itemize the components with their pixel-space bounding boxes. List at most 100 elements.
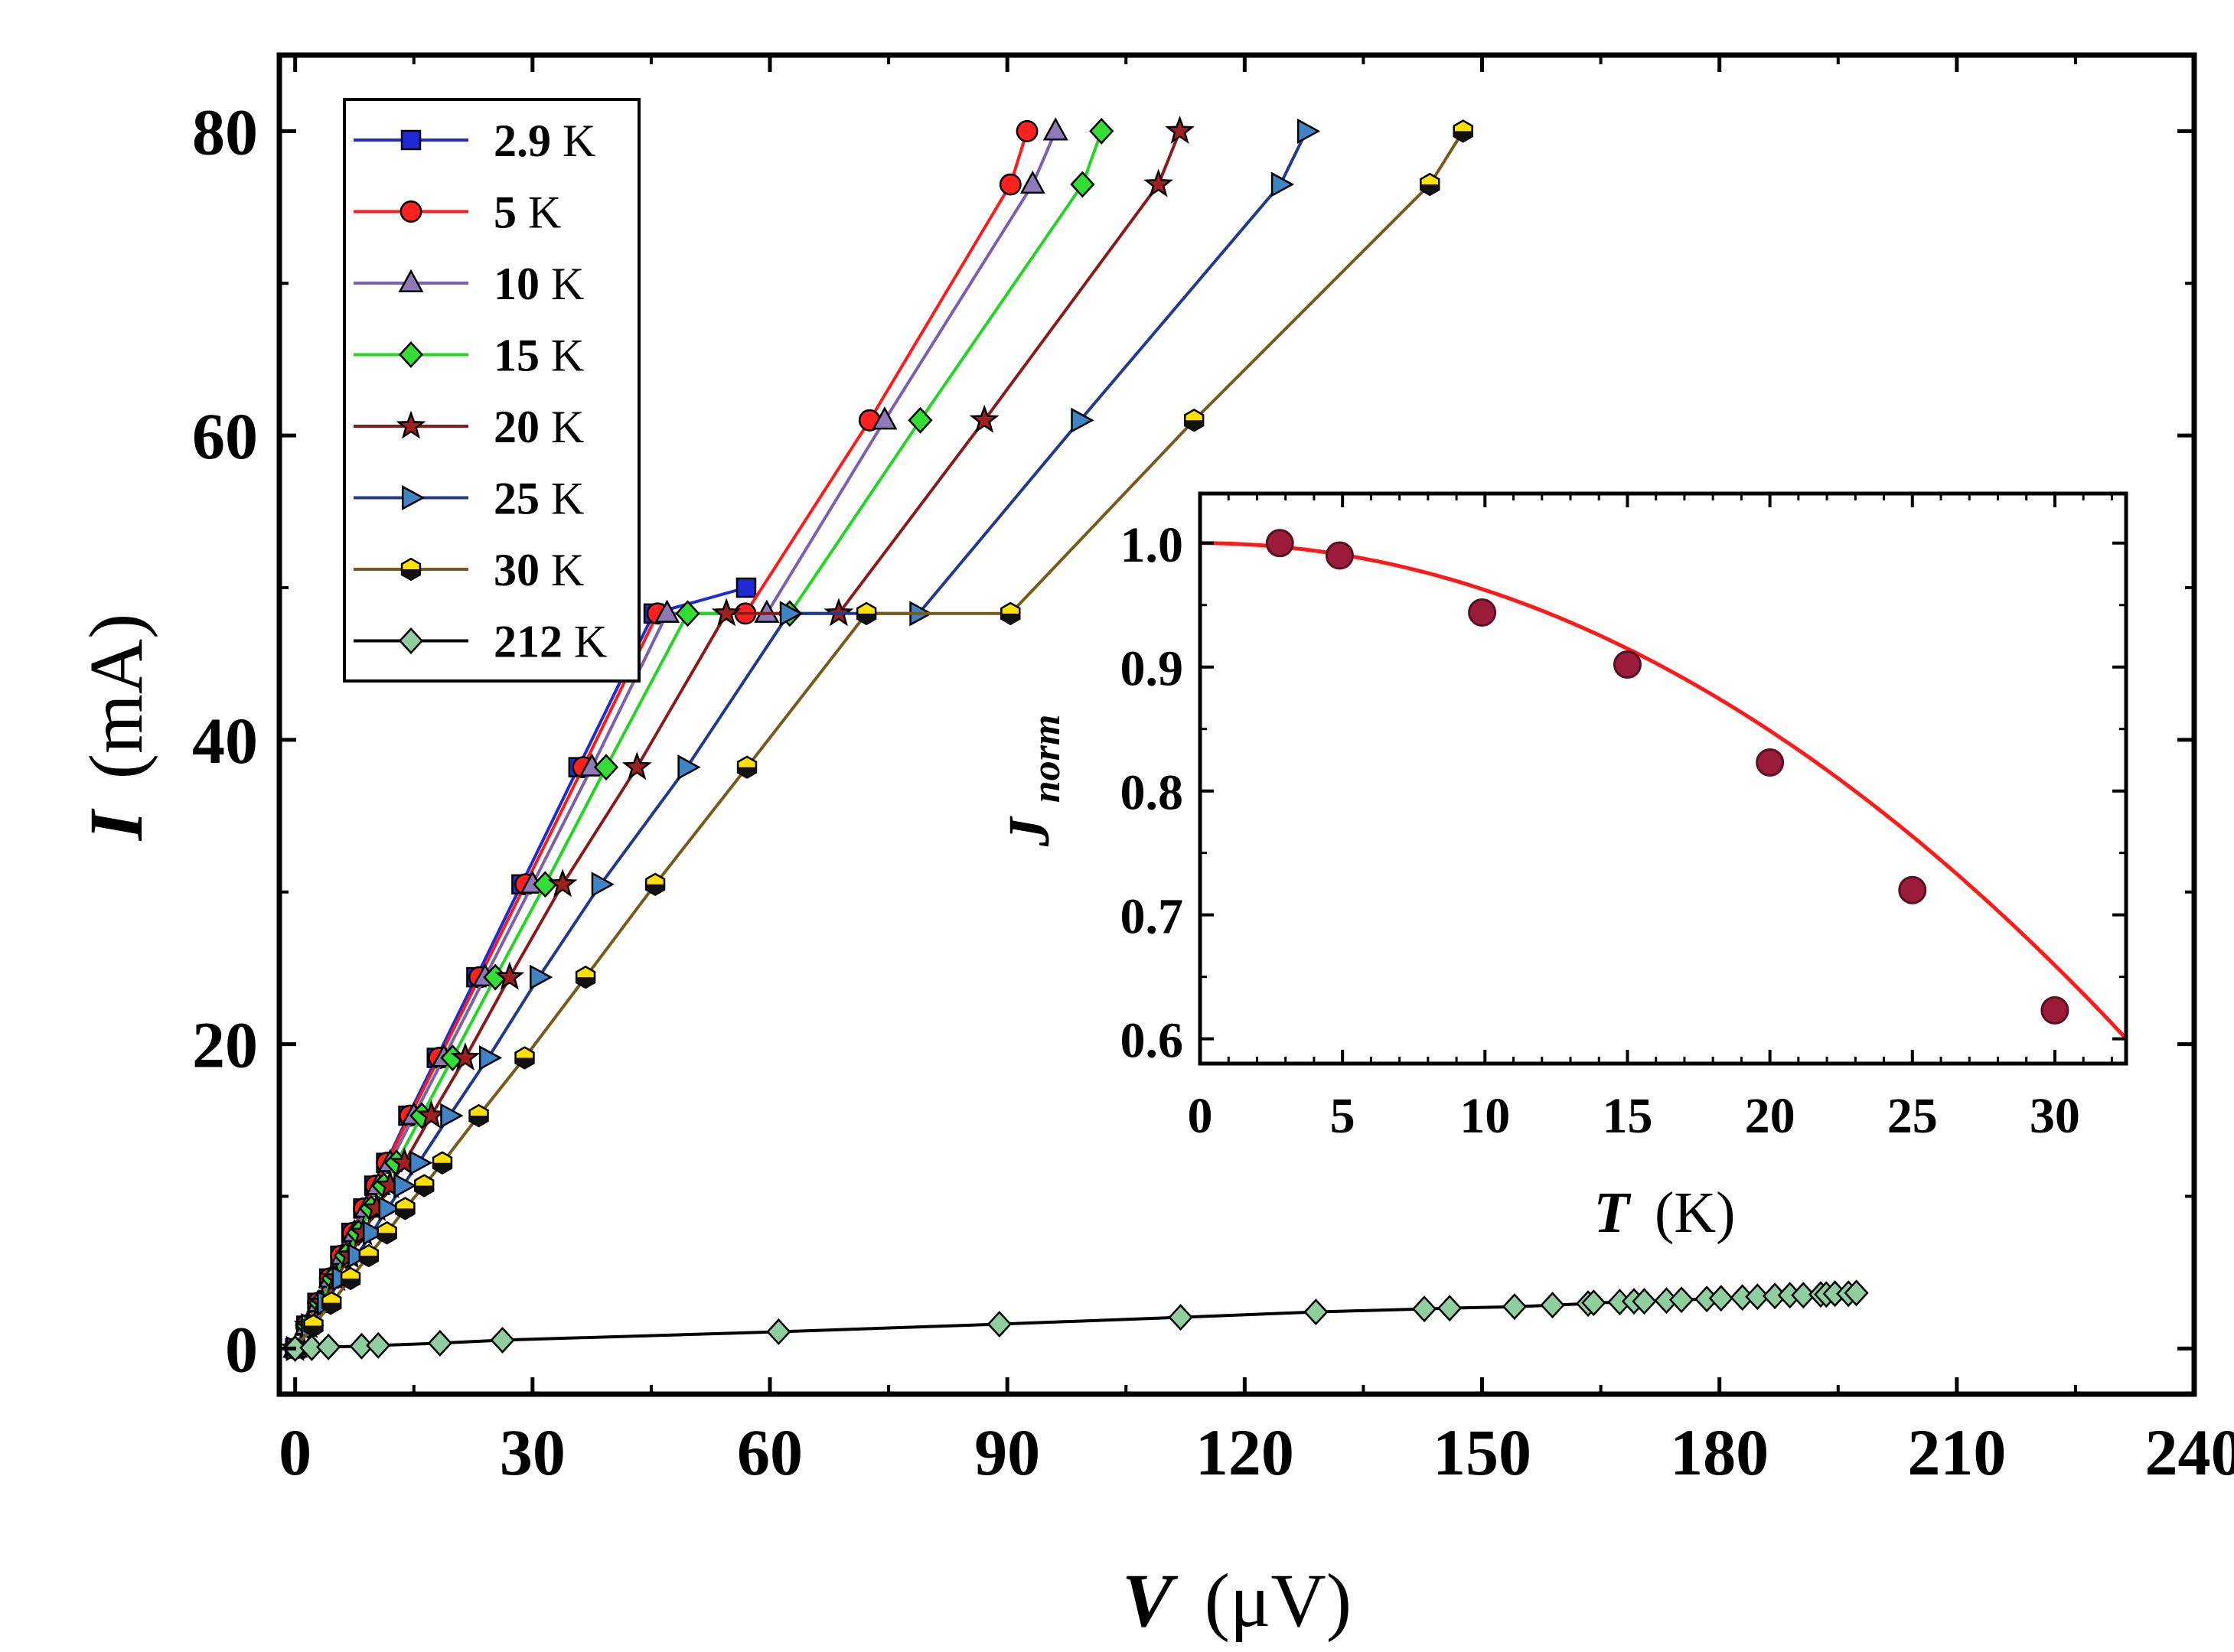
main-x-tick-label: 90 xyxy=(974,1416,1040,1489)
series-2-point-18 xyxy=(1042,117,1068,141)
series-2-point-17 xyxy=(1019,170,1045,194)
legend-swatch-marker-6 xyxy=(400,557,422,582)
series-6-point-2 xyxy=(321,1291,342,1315)
inset-x-tick-label: 20 xyxy=(1745,1088,1795,1144)
series-1-point-17 xyxy=(999,173,1022,196)
series-7-point-10 xyxy=(1303,1298,1329,1326)
legend-swatch-marker-6-bottom xyxy=(402,569,420,580)
inset-x-axis-var: T xyxy=(1594,1181,1632,1245)
legend-label-unit-4: K xyxy=(540,402,584,452)
series-7-point-14 xyxy=(1540,1292,1565,1319)
series-7-point-23 xyxy=(1708,1285,1733,1312)
main-x-tick-label: 0 xyxy=(279,1416,311,1489)
main-x-axis-var: V xyxy=(1122,1558,1179,1643)
legend-frame xyxy=(343,98,641,683)
legend-label-3: 15 K xyxy=(494,331,584,381)
inset-y-tick-label: 1.0 xyxy=(1120,517,1184,573)
legend-label-unit-7: K xyxy=(563,617,607,667)
series-6-point-12 xyxy=(644,872,666,897)
inset-y-axis-title: J norm xyxy=(997,715,1068,848)
legend-item-5: 25 K xyxy=(354,474,584,524)
inset-series-group xyxy=(1200,529,2128,1041)
inset-data-point-6 xyxy=(2040,995,2069,1025)
series-6-point-6-bottom xyxy=(396,1208,415,1220)
legend-item-3: 15 K xyxy=(354,331,584,381)
series-6-point-1 xyxy=(303,1314,324,1338)
series-6-point-18-bottom xyxy=(1453,131,1472,142)
series-6-point-1-bottom xyxy=(304,1325,323,1337)
series-6-point-10 xyxy=(514,1046,535,1070)
legend-swatch-marker-1 xyxy=(400,200,422,223)
inset-x-tick-label: 15 xyxy=(1602,1088,1652,1144)
series-5-point-18 xyxy=(1296,118,1321,144)
inset-fit-curve xyxy=(1200,541,2128,1041)
series-6-point-17 xyxy=(1420,172,1440,197)
legend-label-value-2: 10 xyxy=(494,259,540,309)
series-7-point-4 xyxy=(366,1331,391,1359)
legend-item-2: 10 K xyxy=(354,259,584,309)
legend-label-value-1: 5 xyxy=(494,187,517,238)
main-y-tick-label: 20 xyxy=(192,1008,258,1082)
legend-label-unit-0: K xyxy=(551,116,595,166)
series-7-point-33 xyxy=(1844,1279,1869,1307)
series-3-point-13 xyxy=(593,754,619,781)
main-plot-frame xyxy=(276,52,2197,1397)
legend-item-7: 212 K xyxy=(354,617,607,667)
main-y-axis-var: I xyxy=(73,808,158,841)
main-y-axis-title: I (mA) xyxy=(73,614,158,842)
series-6-point-16-bottom xyxy=(1185,420,1204,432)
series-6-point-13-bottom xyxy=(738,767,756,778)
legend-label-unit-6: K xyxy=(540,545,584,595)
legend-label-unit-2: K xyxy=(540,259,584,309)
legend-item-4: 20 K xyxy=(354,402,584,452)
inset-x-tick-label: 10 xyxy=(1459,1088,1510,1144)
series-5-point-8 xyxy=(409,1150,433,1176)
inset-x-tick-label: 30 xyxy=(2030,1088,2080,1144)
series-4-point-12 xyxy=(547,868,578,898)
inset-plot-frame xyxy=(1198,491,2128,1066)
series-4-point-14 xyxy=(711,598,742,627)
series-2-point-14 xyxy=(654,599,680,623)
series-3-point-14 xyxy=(675,600,700,627)
main-y-axis-unit: (mA) xyxy=(73,614,158,780)
series-6-point-12-bottom xyxy=(646,884,665,895)
series-7-point-2 xyxy=(315,1333,341,1360)
series-7-point-5 xyxy=(427,1329,452,1357)
legend-label-value-6: 30 xyxy=(494,545,540,595)
series-6-point-5 xyxy=(377,1220,397,1245)
series-7-point-9 xyxy=(1168,1304,1193,1331)
legend-swatch-marker-4 xyxy=(396,410,426,439)
inset-data-point-4 xyxy=(1756,748,1785,777)
series-6-point-9 xyxy=(468,1103,489,1128)
series-3-point-18 xyxy=(1089,117,1114,145)
inset-data-point-1 xyxy=(1325,541,1354,570)
series-7-point-19 xyxy=(1632,1288,1657,1315)
series-6-point-15 xyxy=(1000,601,1021,626)
series-6-point-9-bottom xyxy=(469,1116,488,1126)
series-7-point-25 xyxy=(1745,1283,1770,1311)
legend-label-4: 20 K xyxy=(494,402,584,452)
inset-y-axis-var: J xyxy=(997,816,1062,847)
inset-y-tick-label: 0.9 xyxy=(1120,641,1184,697)
main-y-tick-label: 80 xyxy=(192,95,258,168)
inset-y-tick-label: 0.8 xyxy=(1120,765,1184,821)
inset-x-tick-label: 5 xyxy=(1330,1088,1355,1144)
legend-label-unit-3: K xyxy=(540,331,584,381)
main-x-tick-label: 120 xyxy=(1195,1416,1294,1489)
legend-label-value-5: 25 xyxy=(494,474,540,524)
series-7-point-13 xyxy=(1502,1293,1527,1321)
inset-y-tick-label: 0.6 xyxy=(1120,1013,1184,1069)
series-4-point-17 xyxy=(1143,168,1174,197)
series-6-point-10-bottom xyxy=(515,1057,534,1069)
inset-y-axis-sub: norm xyxy=(1025,715,1068,803)
series-5-point-7 xyxy=(393,1173,417,1199)
inset-background xyxy=(1200,494,2126,1064)
series-6-point-16 xyxy=(1183,409,1205,432)
series-4-point-11 xyxy=(494,961,525,990)
series-4-point-16 xyxy=(969,404,1000,433)
series-7-point-28 xyxy=(1791,1282,1816,1309)
legend-item-6: 30 K xyxy=(354,545,584,595)
main-x-tick-label: 60 xyxy=(737,1416,803,1489)
legend-swatch-marker-5 xyxy=(401,484,426,511)
